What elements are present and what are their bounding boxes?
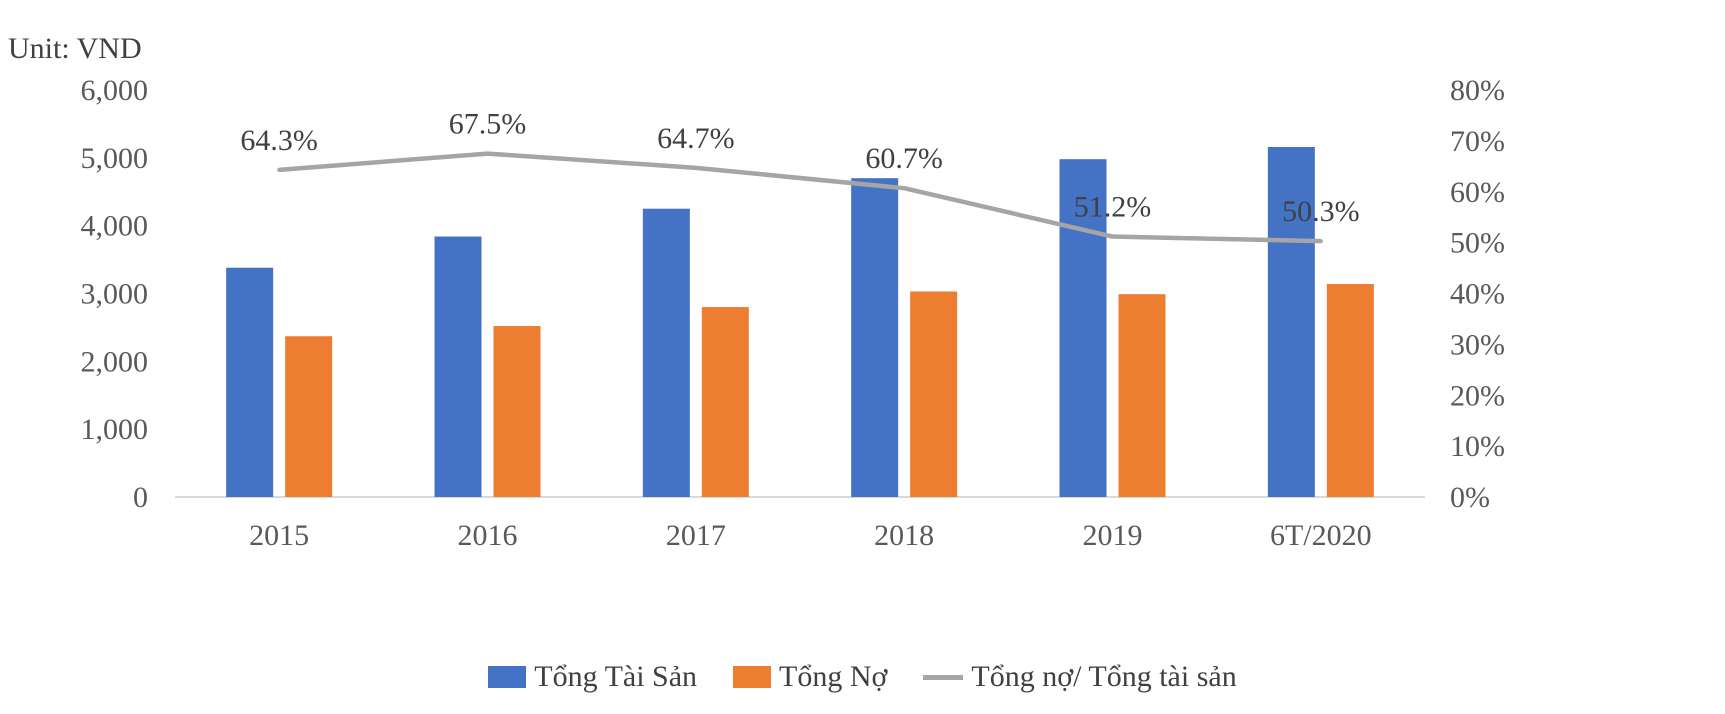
y-right-tick-label: 40% xyxy=(1450,278,1505,311)
line-ratio xyxy=(278,151,1321,244)
line-ratio-point xyxy=(277,167,282,172)
bar-assets xyxy=(1267,146,1315,498)
y-left-tick-label: 2,000 xyxy=(81,345,149,378)
legend-swatch-liabilities xyxy=(733,666,772,688)
x-tick-label: 2018 xyxy=(874,519,934,552)
bar-liabilities xyxy=(1118,294,1166,497)
legend-swatch-ratio xyxy=(923,674,964,680)
y-left-tick-label: 1,000 xyxy=(81,413,149,446)
y-right-tick-label: 20% xyxy=(1450,379,1505,412)
legend-swatch-assets xyxy=(488,666,527,688)
y-left-tick-label: 0 xyxy=(133,481,148,514)
y-right-tick-label: 70% xyxy=(1450,125,1505,158)
bar-liabilities xyxy=(910,291,958,497)
legend-item-assets: Tổng Tài Sản xyxy=(488,660,697,694)
data-label-ratio: 50.3% xyxy=(1282,195,1360,228)
unit-label: Unit: VND xyxy=(8,32,142,65)
data-label-ratio: 51.2% xyxy=(1074,191,1152,224)
line-ratio-point xyxy=(902,186,907,191)
data-label-ratio: 60.7% xyxy=(865,142,943,175)
chart-area: 0 1,000 2,000 3,000 4,000 5,000 6,000 0% 10% 20% 3… xyxy=(81,74,1506,552)
bar-assets xyxy=(434,236,482,497)
x-tick-label: 2016 xyxy=(458,519,518,552)
y-right-tick-label: 80% xyxy=(1450,74,1505,107)
x-tick-label: 2019 xyxy=(1083,519,1143,552)
line-ratio-point xyxy=(693,165,698,170)
line-ratio-point xyxy=(485,151,490,156)
legend: Tổng Tài Sản Tổng Nợ Tổng nợ/ Tổng tài s… xyxy=(0,660,1725,694)
bar-assets xyxy=(1059,159,1107,497)
y-right-tick-label: 10% xyxy=(1450,430,1505,463)
y-left-tick-label: 3,000 xyxy=(81,278,149,311)
y-left-tick-label: 4,000 xyxy=(81,210,149,243)
legend-label-ratio: Tổng nợ/ Tổng tài sản xyxy=(971,660,1237,693)
data-label-ratio: 64.3% xyxy=(240,124,318,157)
y-right-tick-label: 60% xyxy=(1450,176,1505,209)
x-tick-label: 2015 xyxy=(249,519,309,552)
bar-assets xyxy=(642,208,690,498)
y-right-tick-label: 30% xyxy=(1450,328,1505,361)
x-tick-label: 2017 xyxy=(666,519,726,552)
y-right-tick-label: 0% xyxy=(1450,481,1490,514)
x-tick-label: 6T/2020 xyxy=(1270,519,1372,552)
data-label-ratio: 67.5% xyxy=(449,108,527,141)
legend-item-liabilities: Tổng Nợ xyxy=(733,660,887,694)
y-left-tick-label: 6,000 xyxy=(81,74,149,107)
line-ratio-point xyxy=(1318,239,1323,244)
legend-label-liabilities: Tổng Nợ xyxy=(779,660,888,693)
bar-liabilities xyxy=(285,336,333,497)
data-label-ratio: 64.7% xyxy=(657,122,735,155)
legend-item-ratio: Tổng nợ/ Tổng tài sản xyxy=(923,660,1237,694)
bar-liabilities xyxy=(1326,284,1374,497)
bar-assets xyxy=(851,178,899,497)
legend-label-assets: Tổng Tài Sản xyxy=(534,660,698,693)
y-left-tick-label: 5,000 xyxy=(81,142,149,175)
bar-assets xyxy=(226,267,274,497)
bar-liabilities xyxy=(701,307,749,497)
bar-liabilities xyxy=(493,326,541,497)
line-ratio-point xyxy=(1110,234,1115,239)
y-right-tick-label: 50% xyxy=(1450,227,1505,260)
